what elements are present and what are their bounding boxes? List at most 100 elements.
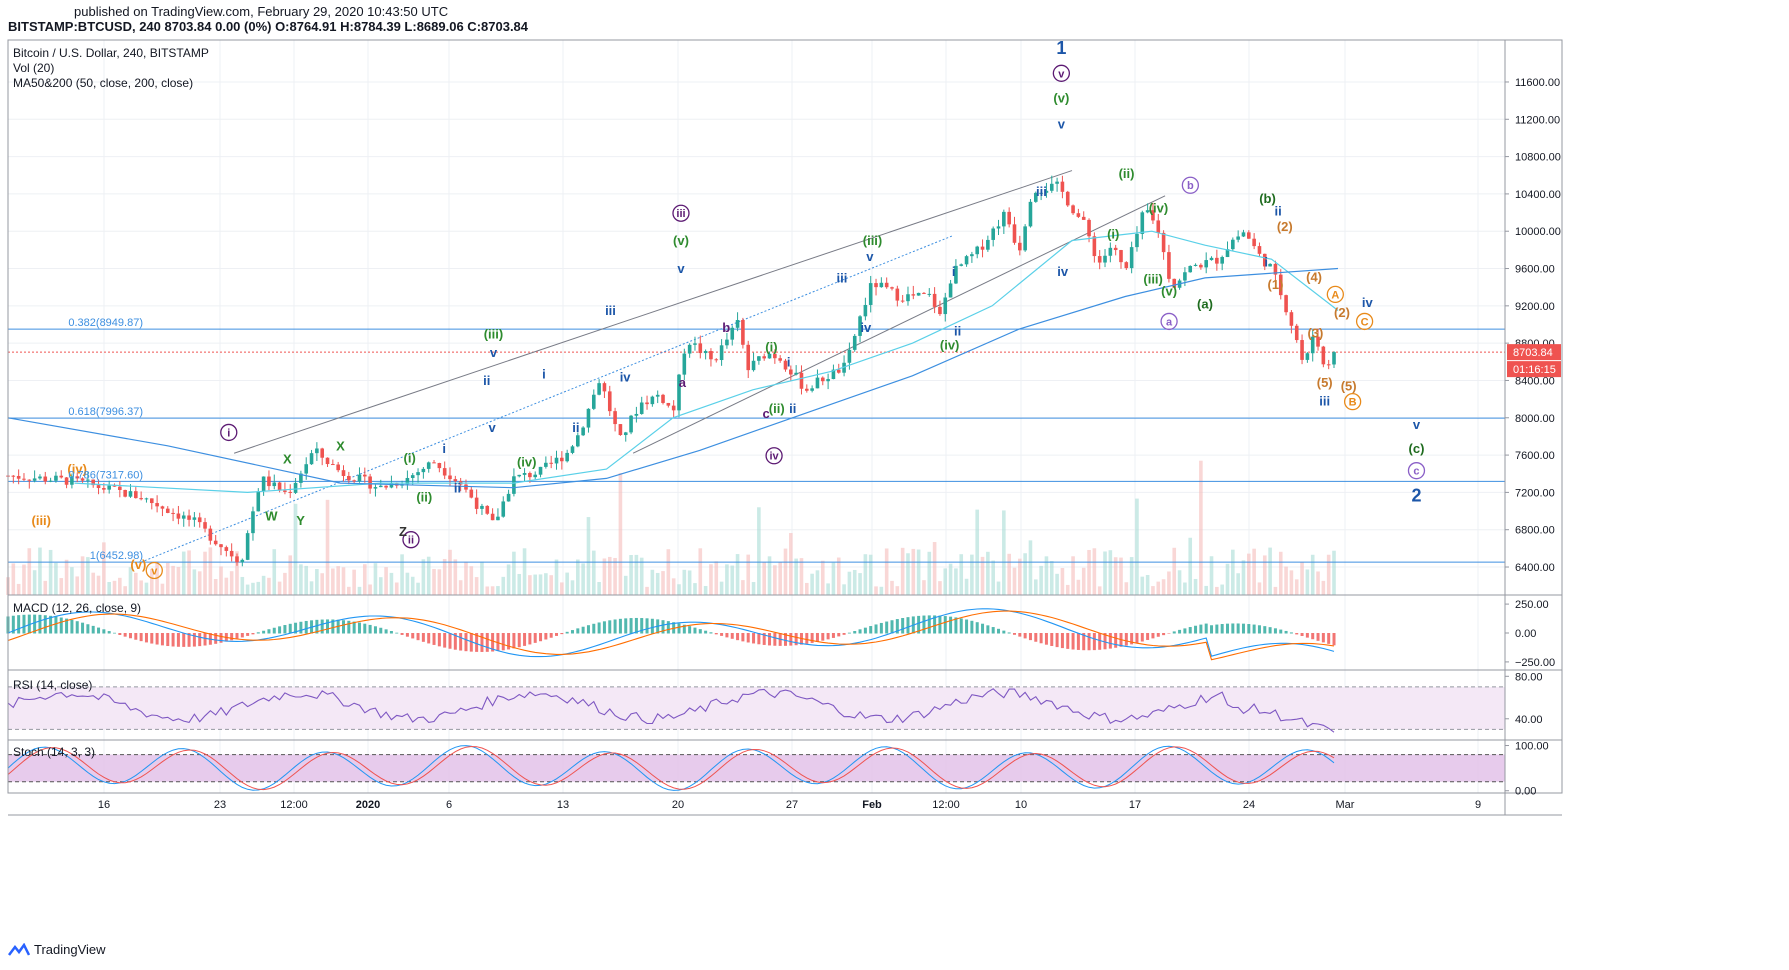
candle-body xyxy=(501,501,506,517)
candle-body xyxy=(86,479,90,481)
wave-label: (i) xyxy=(765,340,777,355)
candle-body xyxy=(80,478,85,481)
candle-body xyxy=(1167,252,1171,279)
volume-bar xyxy=(1129,557,1134,595)
candle-body xyxy=(197,517,202,523)
wave-label: Y xyxy=(296,513,305,528)
macd-histogram-bar xyxy=(480,633,484,652)
macd-histogram-bar xyxy=(885,621,889,634)
macd-histogram-bar xyxy=(831,633,835,638)
macd-histogram-bar xyxy=(949,616,953,634)
volume-bar xyxy=(565,572,569,595)
volume-bar xyxy=(906,553,910,595)
volume-bar xyxy=(1023,553,1027,595)
macd-histogram-bar xyxy=(602,621,606,634)
wave-label: (i) xyxy=(1107,227,1119,242)
candle-body xyxy=(1326,364,1331,366)
macd-histogram-bar xyxy=(1284,630,1288,634)
macd-histogram-bar xyxy=(975,622,979,634)
volume-bar xyxy=(549,575,553,595)
macd-histogram-bar xyxy=(730,633,734,639)
ma50-line xyxy=(74,230,1339,494)
last-price-tag xyxy=(1507,344,1561,361)
wave-label: (ii) xyxy=(769,401,785,416)
candle-body xyxy=(948,283,953,298)
tradingview-logo[interactable]: TradingView xyxy=(8,942,106,957)
volume-bar xyxy=(352,569,356,595)
macd-histogram-bar xyxy=(70,619,74,634)
volume-bar xyxy=(868,554,873,595)
chart-frame xyxy=(7,39,1563,794)
volume-bar xyxy=(229,571,234,595)
candle-body xyxy=(682,353,687,375)
candle-body xyxy=(496,516,500,521)
candle-body xyxy=(442,468,447,476)
tradingview-logo-icon xyxy=(8,942,30,956)
volume-bar xyxy=(27,548,32,595)
macd-histogram-bar xyxy=(272,627,276,634)
wave-label: (iv) xyxy=(517,454,537,469)
macd-histogram-bar xyxy=(682,624,686,634)
candle-body xyxy=(666,402,671,406)
volume-bar xyxy=(75,576,80,595)
candle-body xyxy=(277,482,282,491)
volume-bar xyxy=(1193,578,1198,595)
candle-body xyxy=(1204,260,1209,268)
macd-histogram-bar xyxy=(107,631,111,634)
volume-bar xyxy=(32,570,37,595)
candle-body xyxy=(687,344,692,354)
macd-histogram-bar xyxy=(267,629,271,634)
volume-bar xyxy=(325,499,330,595)
volume-bar xyxy=(416,582,420,595)
wave-label: (b) xyxy=(1259,191,1276,206)
volume-bar xyxy=(1268,547,1272,595)
candle-body xyxy=(671,405,676,411)
volume-bar xyxy=(309,581,314,595)
candle-body xyxy=(863,304,868,317)
macd-histogram-bar xyxy=(379,627,383,634)
candle-body xyxy=(357,474,362,482)
candle-body xyxy=(607,391,612,412)
macd-histogram-bar xyxy=(278,626,282,634)
macd-histogram-bar xyxy=(842,633,846,635)
candle-body xyxy=(102,488,106,490)
volume-bar xyxy=(874,586,878,595)
macd-histogram-bar xyxy=(283,625,287,634)
volume-bar xyxy=(1103,551,1107,595)
volume-bar xyxy=(725,564,729,595)
volume-bar xyxy=(1018,558,1022,595)
wave-label: (2) xyxy=(1334,305,1350,320)
macd-histogram-bar xyxy=(102,629,106,634)
volume-bar xyxy=(235,551,239,595)
volume-bar xyxy=(639,557,644,595)
candle-body xyxy=(245,533,250,560)
macd-histogram-bar xyxy=(1108,633,1112,649)
candle-body xyxy=(224,547,229,551)
candle-body xyxy=(996,226,1001,229)
wave-label-circle xyxy=(1326,285,1344,304)
candle-body xyxy=(725,339,729,346)
macd-histogram-bar xyxy=(1289,632,1293,634)
volume-bar xyxy=(714,561,719,595)
macd-histogram-bar xyxy=(352,621,356,634)
macd-histogram-bar xyxy=(874,624,878,634)
macd-histogram-bar xyxy=(1167,633,1171,634)
macd-histogram-bar xyxy=(315,619,319,634)
candle-body xyxy=(746,344,751,371)
macd-histogram-bar xyxy=(187,633,191,647)
macd-histogram-bar xyxy=(1012,633,1016,635)
time-tick-label: 12:00 xyxy=(280,799,308,811)
volume-bar xyxy=(288,555,293,595)
macd-histogram-bar xyxy=(1018,633,1022,637)
wave-label: (a) xyxy=(1197,297,1213,312)
macd-histogram-bar xyxy=(523,633,527,646)
macd-histogram-bar xyxy=(997,628,1001,634)
wave-label: A xyxy=(1331,289,1339,301)
volume-bar xyxy=(927,551,932,595)
volume-bar xyxy=(128,567,133,595)
candle-body xyxy=(1129,247,1134,269)
volume-bar xyxy=(1167,571,1171,595)
volume-bar xyxy=(655,572,660,595)
candle-body xyxy=(1284,295,1288,313)
